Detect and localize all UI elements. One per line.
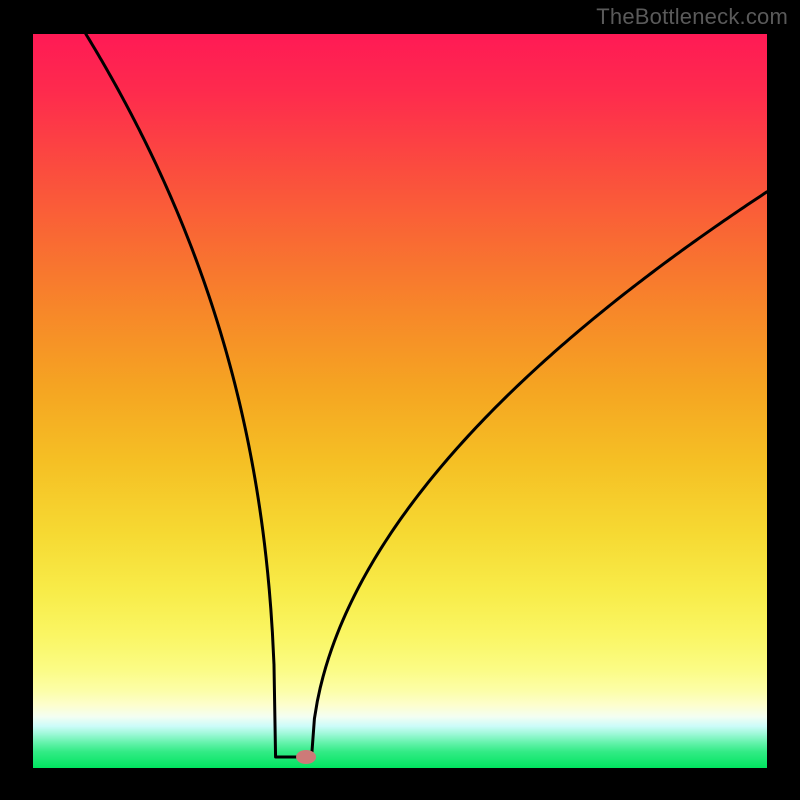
bottleneck-chart bbox=[0, 0, 800, 800]
chart-container: TheBottleneck.com bbox=[0, 0, 800, 800]
plot-background bbox=[33, 34, 767, 768]
watermark-text: TheBottleneck.com bbox=[596, 4, 788, 30]
optimum-marker bbox=[296, 750, 316, 764]
